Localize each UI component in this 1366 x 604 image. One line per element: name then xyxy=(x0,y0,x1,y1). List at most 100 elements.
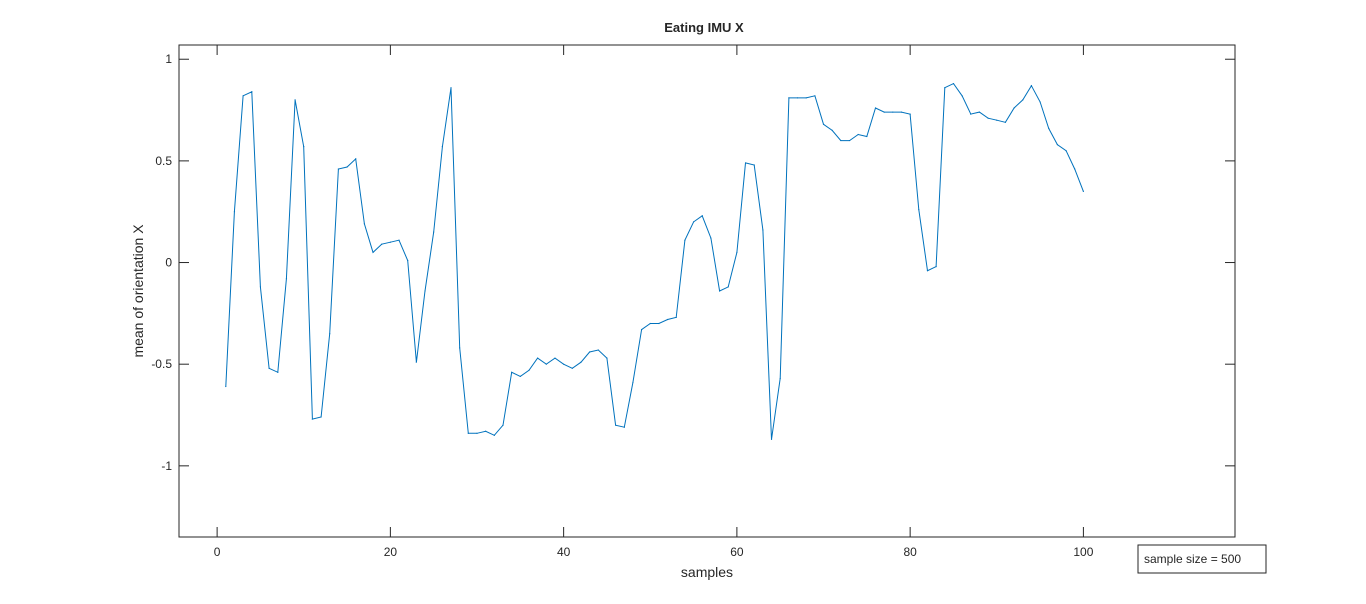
y-tick-label: -0.5 xyxy=(151,357,172,371)
data-point xyxy=(415,361,417,363)
data-point xyxy=(407,259,409,262)
data-point xyxy=(355,158,357,160)
data-point xyxy=(268,367,270,369)
data-point xyxy=(476,432,478,434)
y-axis-ticks xyxy=(179,58,1235,467)
data-point xyxy=(337,168,339,170)
data-point xyxy=(545,363,547,365)
data-point xyxy=(320,416,322,418)
data-point xyxy=(640,329,643,331)
data-point xyxy=(1065,150,1067,152)
data-point xyxy=(779,377,781,380)
data-point xyxy=(242,95,244,97)
data-point xyxy=(736,251,738,253)
data-point xyxy=(233,211,236,213)
data-point xyxy=(684,239,686,241)
data-point xyxy=(788,97,790,99)
data-point xyxy=(770,438,773,441)
data-point xyxy=(658,322,660,325)
x-tick-label: 60 xyxy=(730,545,744,559)
data-point xyxy=(303,146,305,148)
data-point xyxy=(389,241,391,243)
y-tick-label: 0.5 xyxy=(155,154,172,168)
data-point xyxy=(944,87,946,89)
data-point xyxy=(970,113,972,115)
data-point xyxy=(502,424,504,426)
data-point xyxy=(1004,121,1007,123)
chart-title: Eating IMU X xyxy=(664,20,744,35)
data-point xyxy=(814,95,816,97)
data-point xyxy=(251,91,253,93)
data-point xyxy=(840,139,842,142)
data-point xyxy=(1074,168,1076,170)
data-point xyxy=(1030,85,1033,87)
data-point xyxy=(277,371,279,373)
data-point xyxy=(918,209,920,211)
data-point xyxy=(649,322,651,325)
data-point xyxy=(450,87,452,89)
data-point xyxy=(225,385,227,388)
data-point xyxy=(285,278,288,280)
x-axis-tick-labels: 0 20 40 60 80 100 xyxy=(214,545,1094,559)
x-tick-label: 100 xyxy=(1073,545,1093,559)
data-point xyxy=(744,162,747,164)
data-point xyxy=(632,381,634,384)
data-point xyxy=(1048,127,1050,129)
data-point xyxy=(1056,144,1059,146)
data-point xyxy=(866,135,868,138)
data-point xyxy=(589,351,591,353)
data-point xyxy=(381,243,383,245)
data-point xyxy=(1013,107,1015,109)
data-point xyxy=(563,363,565,365)
data-point xyxy=(372,251,374,253)
data-point xyxy=(796,97,799,99)
axes-box xyxy=(178,44,1236,538)
data-point xyxy=(1022,99,1024,101)
data-point xyxy=(519,375,521,377)
annotation-text: sample size = 500 xyxy=(1144,552,1241,566)
data-point xyxy=(753,164,755,166)
data-point xyxy=(259,286,262,288)
data-points xyxy=(225,83,1085,441)
data-point xyxy=(311,418,314,420)
annotation-border xyxy=(1137,544,1267,574)
data-point xyxy=(493,434,495,436)
y-axis-label: mean of orientation X xyxy=(130,224,146,358)
data-point xyxy=(511,371,513,373)
data-point xyxy=(615,424,617,426)
data-point xyxy=(848,139,851,142)
data-point xyxy=(597,349,599,351)
data-point xyxy=(952,83,955,85)
data-point xyxy=(926,270,929,272)
data-point xyxy=(467,432,469,434)
data-point xyxy=(900,111,903,113)
annotation-box: sample size = 500 xyxy=(1137,544,1267,574)
data-point xyxy=(606,357,608,359)
data-point xyxy=(363,223,365,225)
data-point xyxy=(710,237,712,239)
y-tick-label: -1 xyxy=(161,459,172,473)
data-point xyxy=(398,239,400,241)
data-point xyxy=(996,119,998,121)
data-point xyxy=(857,133,859,136)
data-point xyxy=(1039,101,1041,103)
data-point xyxy=(675,316,677,319)
data-point xyxy=(727,286,729,288)
data-point xyxy=(441,146,443,148)
data-point xyxy=(580,361,582,363)
data-point xyxy=(822,123,825,125)
data-point xyxy=(1082,190,1085,192)
x-axis-label: samples xyxy=(681,564,733,580)
data-point xyxy=(329,333,331,335)
data-point xyxy=(554,357,556,359)
data-point xyxy=(528,369,530,371)
x-axis-ticks xyxy=(216,45,1084,537)
data-point xyxy=(805,97,807,99)
data-point xyxy=(294,99,296,101)
data-point xyxy=(459,347,461,349)
x-tick-label: 80 xyxy=(903,545,917,559)
data-point xyxy=(623,426,625,428)
data-point xyxy=(701,215,703,217)
data-point xyxy=(961,95,963,97)
x-tick-label: 20 xyxy=(384,545,398,559)
